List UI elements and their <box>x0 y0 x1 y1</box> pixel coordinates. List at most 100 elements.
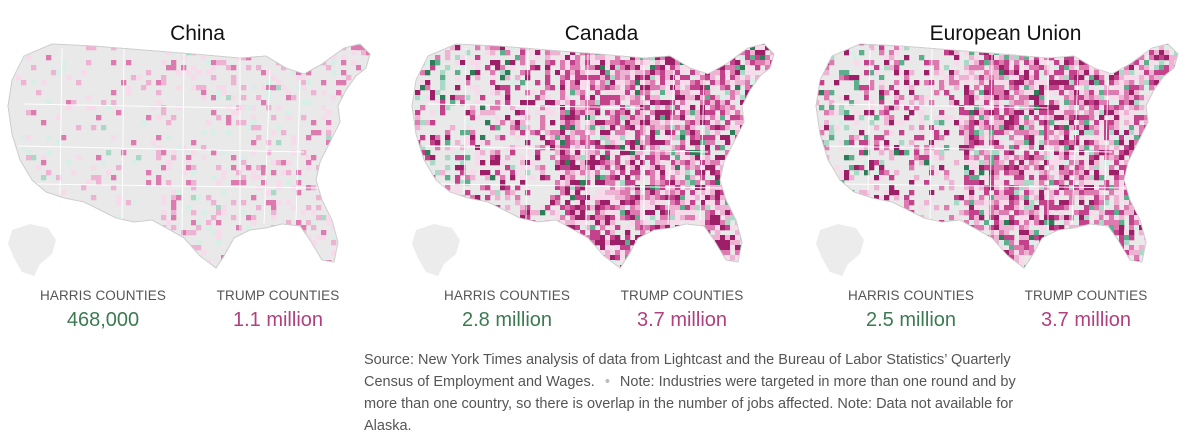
county-cell <box>964 90 970 96</box>
county-cell <box>535 165 541 171</box>
county-cell <box>605 160 611 166</box>
county-cell <box>590 44 596 46</box>
county-cell <box>760 170 766 176</box>
county-cell <box>650 165 656 171</box>
county-cell <box>725 225 731 231</box>
county-cell <box>695 145 701 151</box>
county-cell <box>655 175 661 181</box>
county-cell <box>296 175 302 181</box>
county-cell <box>600 44 606 46</box>
county-cell <box>944 65 950 71</box>
county-cell <box>1064 90 1070 96</box>
county-cell <box>775 120 780 125</box>
county-cell <box>1084 210 1090 216</box>
county-cell <box>525 215 531 221</box>
county-cell <box>181 245 187 251</box>
county-cell <box>984 140 990 146</box>
county-cell <box>495 190 501 196</box>
county-cell <box>1004 195 1010 201</box>
county-cell <box>1084 180 1090 186</box>
county-cell <box>450 210 456 216</box>
county-cell <box>445 205 451 211</box>
county-cell <box>670 145 676 151</box>
county-cell <box>1079 175 1085 181</box>
county-cell <box>550 155 556 161</box>
county-cell <box>675 85 681 91</box>
county-cell <box>595 100 601 106</box>
county-cell <box>765 125 771 131</box>
county-cell <box>595 65 601 71</box>
county-cell <box>1074 215 1080 221</box>
county-cell <box>770 150 774 156</box>
county-cell <box>1179 160 1184 165</box>
county-cell <box>1054 170 1060 176</box>
county-cell <box>1039 130 1045 136</box>
county-cell <box>690 255 696 261</box>
county-cell <box>839 120 845 126</box>
county-cell <box>670 85 676 91</box>
county-cell <box>475 145 481 151</box>
county-cell <box>371 105 376 110</box>
county-cell <box>934 90 940 96</box>
county-cell <box>1014 80 1020 86</box>
county-cell <box>894 45 900 51</box>
county-cell <box>1154 150 1160 156</box>
county-cell <box>570 240 576 246</box>
county-cell <box>106 215 112 221</box>
county-cell <box>1009 45 1015 51</box>
county-cell <box>680 145 686 151</box>
county-cell <box>251 50 257 56</box>
county-cell <box>690 215 696 221</box>
county-cell <box>735 255 741 261</box>
county-cell <box>974 220 980 226</box>
county-cell <box>700 55 706 61</box>
county-cell <box>465 50 471 56</box>
county-cell <box>176 105 182 111</box>
county-cell <box>770 200 774 206</box>
county-cell <box>341 225 347 231</box>
county-cell <box>675 80 681 86</box>
county-cell <box>221 175 227 181</box>
county-cell <box>899 45 905 51</box>
county-cell <box>889 155 895 161</box>
county-cell <box>181 230 187 236</box>
county-cell <box>191 170 197 176</box>
county-cell <box>889 190 895 196</box>
county-cell <box>21 145 27 151</box>
county-cell <box>1094 160 1100 166</box>
county-cell <box>1179 55 1184 60</box>
county-cell <box>660 110 666 116</box>
county-cell <box>565 210 571 216</box>
county-cell <box>505 190 511 196</box>
county-cell <box>700 205 706 211</box>
county-cell <box>510 45 516 51</box>
county-cell <box>869 160 875 166</box>
county-cell <box>1159 145 1165 151</box>
county-cell <box>356 65 362 71</box>
county-cell <box>46 135 52 141</box>
county-cell <box>1119 150 1125 156</box>
county-cell <box>510 220 516 226</box>
county-cell <box>1099 145 1105 151</box>
county-cell <box>575 215 581 221</box>
county-cell <box>640 150 646 156</box>
county-cell <box>859 140 865 146</box>
county-cell <box>286 220 292 226</box>
county-cell <box>435 100 441 106</box>
county-cell <box>994 160 1000 166</box>
county-cell <box>740 75 746 81</box>
county-cell <box>1129 110 1135 116</box>
county-cell <box>166 165 172 171</box>
county-cell <box>485 50 491 56</box>
county-cell <box>520 145 526 151</box>
county-cell <box>844 165 850 171</box>
county-cell <box>755 120 761 126</box>
county-cell <box>1064 75 1070 81</box>
county-cell <box>1174 75 1178 81</box>
county-cell <box>412 180 416 186</box>
county-cell <box>485 185 491 191</box>
county-cell <box>341 60 347 66</box>
county-cell <box>505 195 511 201</box>
county-cell <box>750 190 756 196</box>
county-cell <box>1104 245 1110 251</box>
